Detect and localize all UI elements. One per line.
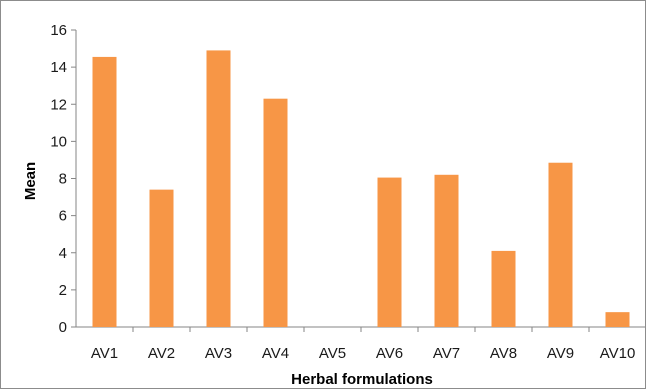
y-tick-label: 12 bbox=[50, 96, 67, 113]
y-tick-label: 14 bbox=[50, 59, 67, 76]
bar-av4 bbox=[263, 98, 288, 328]
y-tick-label: 2 bbox=[59, 282, 67, 299]
y-tick-label: 8 bbox=[59, 171, 67, 188]
x-tick-label: AV9 bbox=[547, 345, 574, 362]
y-tick-label: 0 bbox=[59, 319, 67, 336]
x-tick-label: AV10 bbox=[600, 345, 636, 362]
x-tick-label: AV2 bbox=[148, 345, 175, 362]
x-axis-title: Herbal formulations bbox=[291, 371, 433, 388]
y-tick-label: 16 bbox=[50, 22, 67, 39]
y-tick-label: 10 bbox=[50, 133, 67, 150]
bar-av8 bbox=[491, 250, 516, 327]
x-axis: AV1 AV2 AV3 AV4 AV5 AV6 AV7 AV8 AV9 AV10 bbox=[76, 326, 645, 362]
x-tick-label: AV5 bbox=[319, 345, 346, 362]
bar-av6 bbox=[377, 177, 402, 327]
y-axis-title: Mean bbox=[22, 162, 39, 200]
x-tick-label: AV6 bbox=[376, 345, 403, 362]
bar-av7 bbox=[434, 174, 459, 327]
x-tick-label: AV8 bbox=[490, 345, 517, 362]
y-tick-label: 6 bbox=[59, 208, 67, 225]
bar-av1 bbox=[92, 56, 117, 328]
x-tick-label: AV3 bbox=[205, 345, 232, 362]
bars bbox=[92, 50, 630, 328]
bar-av3 bbox=[206, 50, 231, 327]
bar-av10 bbox=[605, 312, 630, 327]
bar-av9 bbox=[548, 162, 573, 327]
x-tick-label: AV7 bbox=[433, 345, 460, 362]
y-tick-label: 4 bbox=[59, 245, 67, 262]
y-axis: 0 2 4 6 8 10 12 14 16 bbox=[50, 22, 77, 336]
x-tick-label: AV4 bbox=[262, 345, 289, 362]
bar-av2 bbox=[149, 189, 174, 327]
x-tick-label: AV1 bbox=[91, 345, 118, 362]
